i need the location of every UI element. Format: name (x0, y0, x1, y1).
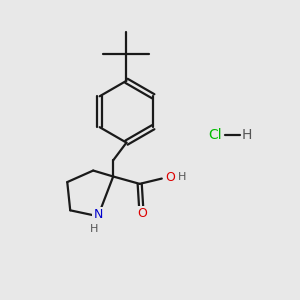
Text: Cl: Cl (208, 128, 222, 142)
Text: H: H (178, 172, 186, 182)
Text: H: H (90, 224, 99, 235)
Text: N: N (93, 208, 103, 221)
Text: O: O (138, 207, 148, 220)
Text: O: O (165, 171, 175, 184)
Text: H: H (242, 128, 252, 142)
